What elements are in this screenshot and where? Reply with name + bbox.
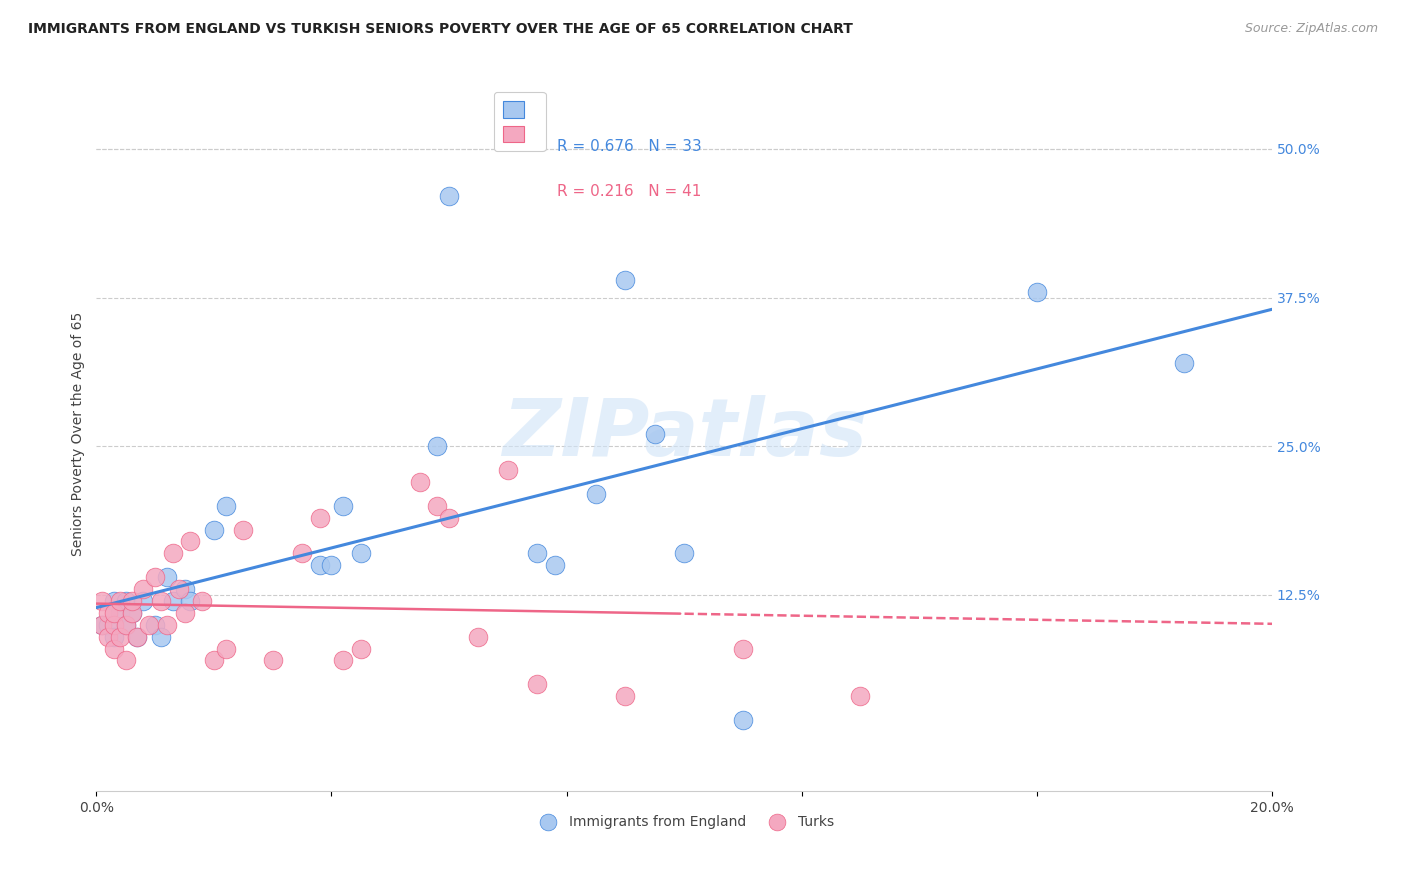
Point [108,606,131,620]
Point [91,617,114,632]
Point [97,606,120,620]
Point [103,594,125,608]
Point [426,439,449,453]
Point [215,499,238,513]
Point [332,653,354,667]
Point [114,653,136,667]
Point [97,630,120,644]
Point [150,594,173,608]
Point [97,617,120,632]
Point [103,641,125,656]
Point [121,594,143,608]
Point [103,630,125,644]
Point [614,273,637,287]
Text: Source: ZipAtlas.com: Source: ZipAtlas.com [1244,22,1378,36]
Point [143,570,166,584]
Point [150,630,173,644]
Point [673,546,696,560]
Point [526,546,548,560]
Point [127,630,149,644]
Text: IMMIGRANTS FROM ENGLAND VS TURKISH SENIORS POVERTY OVER THE AGE OF 65 CORRELATIO: IMMIGRANTS FROM ENGLAND VS TURKISH SENIO… [28,22,853,37]
Text: ZIPatlas: ZIPatlas [502,395,866,474]
Point [173,606,195,620]
Point [121,606,143,620]
Point [731,641,754,656]
Point [202,523,225,537]
Point [437,510,460,524]
Point [167,582,190,596]
Text: R = 0.216   N = 41: R = 0.216 N = 41 [557,184,702,199]
Point [1025,285,1047,299]
Point [308,510,330,524]
Point [215,641,238,656]
Point [91,617,114,632]
Point [644,427,666,442]
Point [132,594,155,608]
Point [162,594,184,608]
Point [332,499,354,513]
Point [156,570,179,584]
Point [103,606,125,620]
Point [544,558,567,573]
Point [496,463,519,477]
Point [614,689,637,703]
Point [291,546,314,560]
Point [321,558,343,573]
Point [350,546,373,560]
Point [731,713,754,727]
Point [437,189,460,203]
Point [179,534,201,549]
Legend: Immigrants from England, Turks: Immigrants from England, Turks [529,809,839,834]
Point [162,546,184,560]
Point [108,630,131,644]
Text: R = 0.676   N = 33: R = 0.676 N = 33 [557,139,702,154]
Point [91,594,114,608]
Point [127,630,149,644]
Point [262,653,284,667]
Point [1173,356,1195,370]
Point [114,594,136,608]
Point [526,677,548,691]
Point [350,641,373,656]
Point [156,617,179,632]
Point [103,617,125,632]
Point [426,499,449,513]
Point [467,630,489,644]
Point [138,617,160,632]
Point [308,558,330,573]
Point [132,582,155,596]
Point [202,653,225,667]
Point [585,487,607,501]
Point [173,582,195,596]
Point [114,617,136,632]
Point [849,689,872,703]
Point [108,594,131,608]
Point [408,475,430,489]
Point [114,617,136,632]
Y-axis label: Seniors Poverty Over the Age of 65: Seniors Poverty Over the Age of 65 [72,312,86,557]
Point [232,523,254,537]
Point [121,606,143,620]
Point [143,617,166,632]
Point [191,594,214,608]
Point [179,594,201,608]
